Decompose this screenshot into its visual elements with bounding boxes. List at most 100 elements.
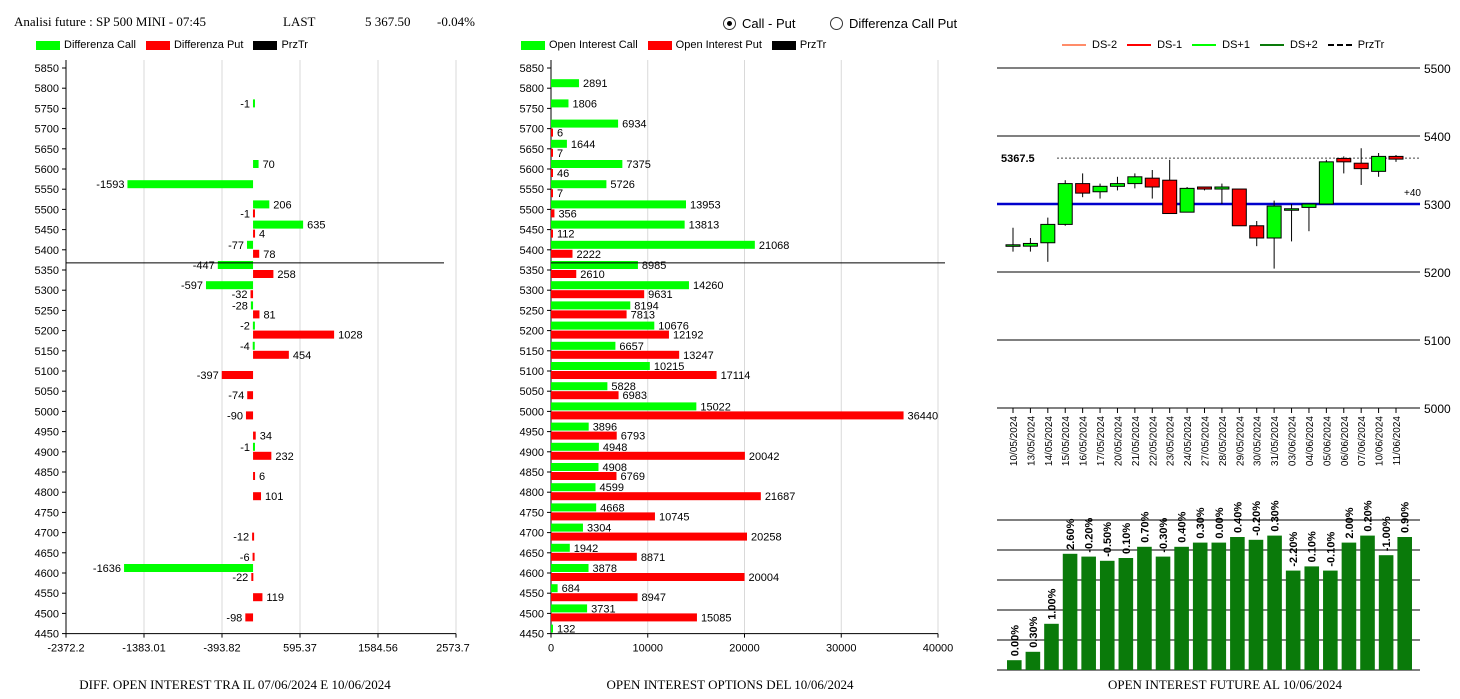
x-tick-label: 27/05/2024: [1201, 416, 1212, 466]
candle-body: [1371, 155, 1387, 172]
call-bar: [551, 422, 589, 431]
legend-item: PrzTr: [771, 39, 826, 51]
caption-right: OPEN INTEREST FUTURE AL 10/06/2024: [1107, 677, 1342, 692]
y-tick-label: 4850: [35, 467, 59, 479]
bar-label: -1.00%: [1381, 516, 1393, 551]
put-bar: [551, 613, 697, 622]
data-label: 20042: [749, 451, 780, 463]
oi-bar: [1341, 542, 1357, 670]
y-tick-label: 5150: [35, 346, 59, 358]
y-tick-label: 4550: [35, 588, 59, 600]
data-label: 4948: [603, 442, 627, 454]
data-label: -2: [240, 321, 250, 333]
data-label: 70: [263, 159, 275, 171]
y-tick-label: 5250: [520, 305, 544, 317]
data-label: -74: [228, 390, 244, 402]
data-label: 356: [558, 208, 576, 220]
x-tick-label: 22/05/2024: [1148, 416, 1159, 466]
data-label: 4908: [602, 462, 626, 474]
data-label: 20004: [749, 572, 780, 584]
candle-body: [1301, 203, 1317, 208]
call-bar: [551, 402, 697, 411]
call-bar: [551, 624, 553, 633]
bar-label: 2.00%: [1344, 507, 1356, 538]
candle-body: [1179, 187, 1195, 213]
y-tick-label: 5200: [35, 326, 59, 338]
caption-middle: OPEN INTEREST OPTIONS DEL 10/06/2024: [606, 677, 854, 692]
legend-label: DS-1: [1157, 39, 1183, 51]
data-label: 8985: [642, 260, 666, 272]
x-tick-label: 13/05/2024: [1026, 416, 1037, 466]
data-label: 81: [263, 309, 275, 321]
x-tick-label: 31/05/2024: [1270, 416, 1281, 466]
oi-bar: [1248, 539, 1264, 670]
y-tick-label: 4850: [520, 467, 544, 479]
data-label: 1942: [574, 543, 598, 555]
call-bar: [217, 261, 254, 269]
legend-item: Differenza Put: [145, 39, 243, 51]
candle-body: [1266, 205, 1282, 239]
legend-swatch-red: [145, 40, 170, 50]
data-label: 6: [259, 471, 265, 483]
data-label: -98: [226, 612, 242, 624]
data-label: -4: [240, 341, 250, 353]
oi-bar: [1323, 570, 1338, 670]
call-bar: [252, 341, 255, 350]
y-tick-label: 5050: [520, 386, 544, 398]
data-label: 13247: [683, 350, 714, 362]
change-value: -0.04%: [437, 14, 475, 29]
candle-body: [1005, 244, 1021, 247]
call-bar: [551, 604, 588, 613]
data-label: 14260: [693, 280, 724, 292]
y-tick-label: 5650: [520, 144, 544, 156]
put-bar: [253, 472, 256, 480]
future-candlestick-chart: 5500 5400 5300 5200 5100 5000 10/05/2024 13/05/…: [997, 62, 1451, 466]
y-tick-label: 4650: [520, 548, 544, 560]
oi-bar: [1099, 560, 1115, 670]
data-label: 7375: [626, 159, 650, 171]
radio-selected-icon: [723, 17, 736, 30]
data-label: 3896: [593, 422, 617, 434]
y-tick-label: 4450: [520, 629, 544, 641]
legend-left: Differenza Call Differenza Put PrzTr: [36, 39, 318, 51]
data-label: 101: [265, 491, 283, 503]
price-label: 5367.5: [1001, 153, 1035, 165]
call-bar: [252, 99, 255, 108]
candle-body: [1040, 223, 1056, 244]
bar-label: 0.30%: [1270, 500, 1282, 531]
put-bar: [221, 371, 254, 379]
data-label: 232: [275, 451, 293, 463]
call-bar: [551, 139, 567, 148]
bar-label: 0.40%: [1232, 502, 1244, 533]
bar-label: 0.00%: [1214, 507, 1226, 538]
y-tick-label: 5400: [35, 245, 59, 257]
call-bar: [246, 240, 254, 249]
y-tick-label: 4800: [520, 487, 544, 499]
bar-label: 0.30%: [1195, 507, 1207, 538]
data-label: 8947: [642, 592, 666, 604]
oi-bar: [1062, 553, 1078, 670]
radio-differenza-call-put[interactable]: Differenza Call Put: [830, 16, 957, 31]
radio-call-put[interactable]: Call - Put: [723, 16, 795, 31]
y-tick-label: 5500: [1424, 62, 1451, 76]
call-bar: [252, 321, 255, 330]
call-bar: [551, 119, 619, 128]
put-bar: [551, 310, 627, 319]
oi-bar: [1378, 555, 1394, 670]
x-tick-label: 20/05/2024: [1113, 416, 1124, 466]
legend-line-ds-2: [1062, 44, 1086, 46]
y-tick-label: 5550: [520, 184, 544, 196]
x-tick-label: 10/05/2024: [1009, 416, 1020, 466]
y-tick-label: 4700: [35, 528, 59, 540]
put-bar: [551, 189, 553, 198]
call-bar: [551, 382, 608, 391]
candle-body: [1353, 162, 1369, 170]
bar-label: 0.30%: [1028, 616, 1040, 647]
put-bar: [551, 209, 555, 218]
x-tick-label: 28/05/2024: [1218, 416, 1229, 466]
call-bar: [551, 463, 599, 471]
data-label: 10676: [658, 321, 689, 333]
data-label: -22: [232, 572, 248, 584]
put-bar: [253, 451, 272, 460]
x-tick-label: 05/06/2024: [1322, 416, 1333, 466]
